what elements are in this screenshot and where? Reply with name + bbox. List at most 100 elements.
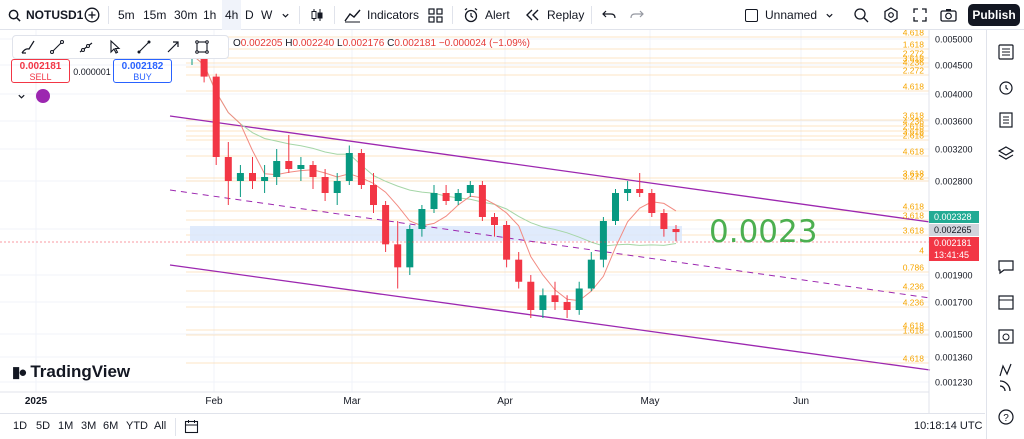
timeframe-d[interactable]: D bbox=[245, 8, 254, 22]
chat-button[interactable] bbox=[996, 257, 1016, 277]
price-tick-label: 0.005000 bbox=[935, 35, 973, 45]
candle bbox=[430, 185, 438, 213]
date-range-button[interactable] bbox=[184, 419, 199, 439]
watchlist-button[interactable] bbox=[996, 42, 1016, 62]
fullscreen-button[interactable] bbox=[913, 0, 927, 30]
divider bbox=[591, 6, 592, 24]
range-1d[interactable]: 1D bbox=[13, 420, 28, 432]
timeframe-15m[interactable]: 15m bbox=[143, 8, 167, 22]
svg-text:?: ? bbox=[1003, 413, 1009, 424]
current-price-value: 0.002181 bbox=[934, 238, 972, 248]
tradingview-logo[interactable]: ▮● TradingView bbox=[12, 362, 130, 382]
ideas-button[interactable] bbox=[996, 360, 1016, 380]
layout-name-button[interactable]: Unnamed bbox=[745, 0, 817, 30]
snapshot-button[interactable] bbox=[940, 0, 957, 30]
replay-button[interactable]: Replay bbox=[525, 0, 584, 30]
line-tool-button[interactable] bbox=[42, 36, 71, 58]
hotlist-button[interactable] bbox=[996, 326, 1016, 346]
calendar-button[interactable] bbox=[996, 292, 1016, 312]
symbol-search[interactable]: NOTUSD1 bbox=[8, 0, 83, 30]
quick-search-button[interactable] bbox=[853, 0, 869, 30]
buy-price: 0.002182 bbox=[121, 61, 164, 72]
candle bbox=[345, 145, 353, 185]
price-annotation-text[interactable]: 0.0023 bbox=[709, 214, 818, 250]
candle bbox=[491, 213, 498, 237]
alarm-clock-icon bbox=[999, 81, 1013, 95]
timeframe-w[interactable]: W bbox=[261, 8, 273, 22]
utc-clock[interactable]: 10:18:14 UTC bbox=[914, 420, 983, 432]
cursor-icon bbox=[109, 39, 120, 54]
segment-tool-button[interactable] bbox=[129, 36, 158, 58]
range-6m[interactable]: 6M bbox=[103, 420, 119, 432]
floating-drawing-toolbar bbox=[12, 35, 229, 59]
time-scale[interactable]: 2025 Feb Mar Apr May Jun bbox=[0, 391, 929, 407]
redo-button[interactable] bbox=[630, 0, 644, 30]
cursor-tool-button[interactable] bbox=[100, 36, 129, 58]
search-sparkle-icon bbox=[854, 8, 869, 23]
sell-button[interactable]: 0.002181 SELL bbox=[11, 59, 70, 83]
fib-label: 1.618 bbox=[903, 40, 925, 50]
candle bbox=[466, 181, 474, 197]
add-symbol-button[interactable] bbox=[84, 0, 100, 30]
channel-midline[interactable] bbox=[169, 189, 931, 299]
time-tick-label: 2025 bbox=[25, 396, 48, 407]
collapse-legend-button[interactable] bbox=[13, 89, 29, 103]
alerts-button[interactable] bbox=[996, 77, 1016, 97]
divider bbox=[299, 6, 300, 24]
object-tree-button[interactable] bbox=[996, 110, 1016, 130]
fullscreen-icon bbox=[913, 8, 927, 22]
top-toolbar: NOTUSD1 5m 15m 30m 1h 4h D W Indicators … bbox=[0, 0, 1024, 30]
chart-type-button[interactable] bbox=[309, 0, 325, 30]
timeframe-4h[interactable]: 4h bbox=[222, 0, 242, 30]
channel-lower-line[interactable] bbox=[169, 264, 931, 371]
fib-label: 2.618 bbox=[903, 131, 925, 141]
candle bbox=[527, 275, 535, 318]
layers-button[interactable] bbox=[996, 144, 1016, 164]
publish-button[interactable]: Publish bbox=[968, 4, 1020, 26]
bar-countdown: 13:41:45 bbox=[934, 250, 970, 260]
calendar-icon bbox=[998, 295, 1014, 310]
alert-button[interactable]: Alert bbox=[463, 0, 510, 30]
segment-icon bbox=[137, 40, 150, 54]
current-price-badge: 0.002181 13:41:45 bbox=[929, 237, 979, 261]
range-1m[interactable]: 1M bbox=[58, 420, 74, 432]
help-button[interactable]: ? bbox=[996, 407, 1016, 427]
settings-button[interactable] bbox=[883, 0, 899, 30]
price-tick-label: 0.003600 bbox=[935, 117, 973, 127]
timeframe-5m[interactable]: 5m bbox=[118, 8, 135, 22]
candle bbox=[478, 181, 486, 221]
range-5d[interactable]: 5D bbox=[36, 420, 51, 432]
open-label: O bbox=[233, 38, 241, 49]
fib-label: 3.618 bbox=[903, 211, 925, 221]
brush-tool-button[interactable] bbox=[13, 36, 42, 58]
layout-dropdown[interactable] bbox=[825, 0, 834, 30]
candle bbox=[309, 161, 317, 189]
undo-button[interactable] bbox=[602, 0, 616, 30]
price-chart[interactable]: 0.005000 0.004500 0.004000 0.003600 0.003200… bbox=[0, 30, 986, 413]
rectangle-tool-button[interactable] bbox=[187, 36, 216, 58]
candle bbox=[624, 181, 632, 201]
candle bbox=[503, 221, 511, 268]
fib-label: 2.272 bbox=[903, 66, 925, 76]
range-3m[interactable]: 3M bbox=[81, 420, 97, 432]
time-tick-label: Feb bbox=[205, 396, 223, 407]
timeframe-1h[interactable]: 1h bbox=[203, 8, 217, 22]
ray-tool-button[interactable] bbox=[71, 36, 100, 58]
rectangle-icon bbox=[194, 40, 209, 54]
timeframe-30m[interactable]: 30m bbox=[174, 8, 198, 22]
sell-price: 0.002181 bbox=[19, 61, 62, 72]
templates-button[interactable] bbox=[428, 0, 443, 30]
arrow-tool-button[interactable] bbox=[158, 36, 187, 58]
buy-button[interactable]: 0.002182 BUY bbox=[113, 59, 172, 83]
timeframe-dropdown[interactable] bbox=[281, 0, 290, 30]
channel-upper-line[interactable] bbox=[169, 115, 931, 223]
range-ytd[interactable]: YTD bbox=[126, 420, 148, 432]
calendar-icon bbox=[184, 420, 199, 434]
price-tick-label: 0.002800 bbox=[935, 177, 973, 187]
indicators-button[interactable]: Indicators bbox=[344, 0, 419, 30]
sync-icon[interactable] bbox=[36, 89, 50, 103]
chevron-down-icon bbox=[282, 13, 289, 18]
range-all[interactable]: All bbox=[154, 420, 167, 432]
plus-circle-icon bbox=[84, 7, 100, 23]
streams-button[interactable] bbox=[996, 375, 1016, 395]
